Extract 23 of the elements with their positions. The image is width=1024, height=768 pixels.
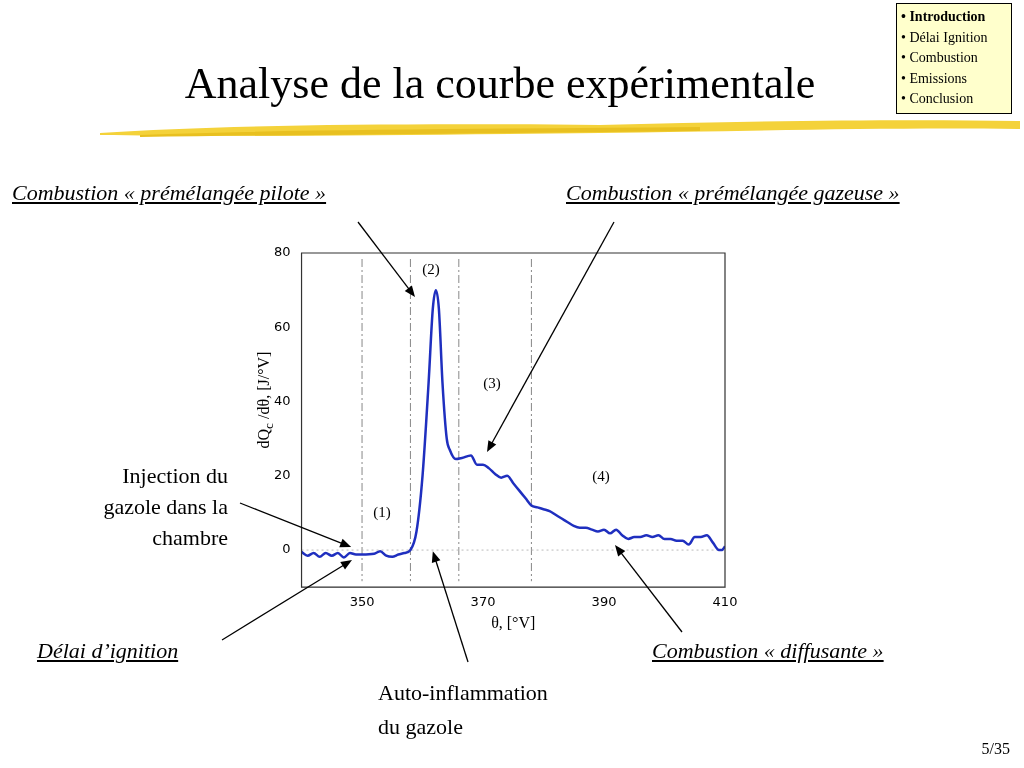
text: 5/35 bbox=[980, 740, 1010, 758]
text: Combustion « prémélangée pilote » bbox=[12, 180, 327, 206]
annotation: (1) bbox=[373, 503, 391, 521]
chart-title: Analyse de la courbe expérimentale bbox=[183, 58, 817, 109]
line-series bbox=[301, 288, 725, 559]
x-tick-label: 370 bbox=[470, 594, 496, 610]
annotation: Injection du gazole dans la chambre bbox=[102, 462, 228, 552]
y-tick-label: 20 bbox=[274, 467, 291, 483]
annotation: (4) bbox=[592, 467, 610, 485]
x-tick-label: 350 bbox=[349, 594, 375, 610]
annotation: (2) bbox=[422, 260, 440, 278]
x-tick-label: 390 bbox=[591, 594, 617, 610]
menu-box: • Introduction • Délai Ignition • Combustion • Emissions • Conclusion bbox=[896, 3, 1012, 114]
y-tick-label: 0 bbox=[282, 541, 291, 557]
y-tick-label: 60 bbox=[274, 318, 291, 334]
text: Délai d’ignition bbox=[37, 638, 179, 664]
text: Combustion « diffusante » bbox=[652, 638, 884, 664]
annotation: (3) bbox=[483, 374, 501, 392]
y-tick-label: 80 bbox=[274, 244, 291, 260]
x-axis-title: θ, [°V] bbox=[491, 613, 536, 631]
x-tick-label: 410 bbox=[712, 594, 738, 610]
text: Combustion « prémélangée gazeuse » bbox=[566, 180, 900, 206]
annotation: Auto-inflammation du gazole bbox=[378, 679, 548, 741]
